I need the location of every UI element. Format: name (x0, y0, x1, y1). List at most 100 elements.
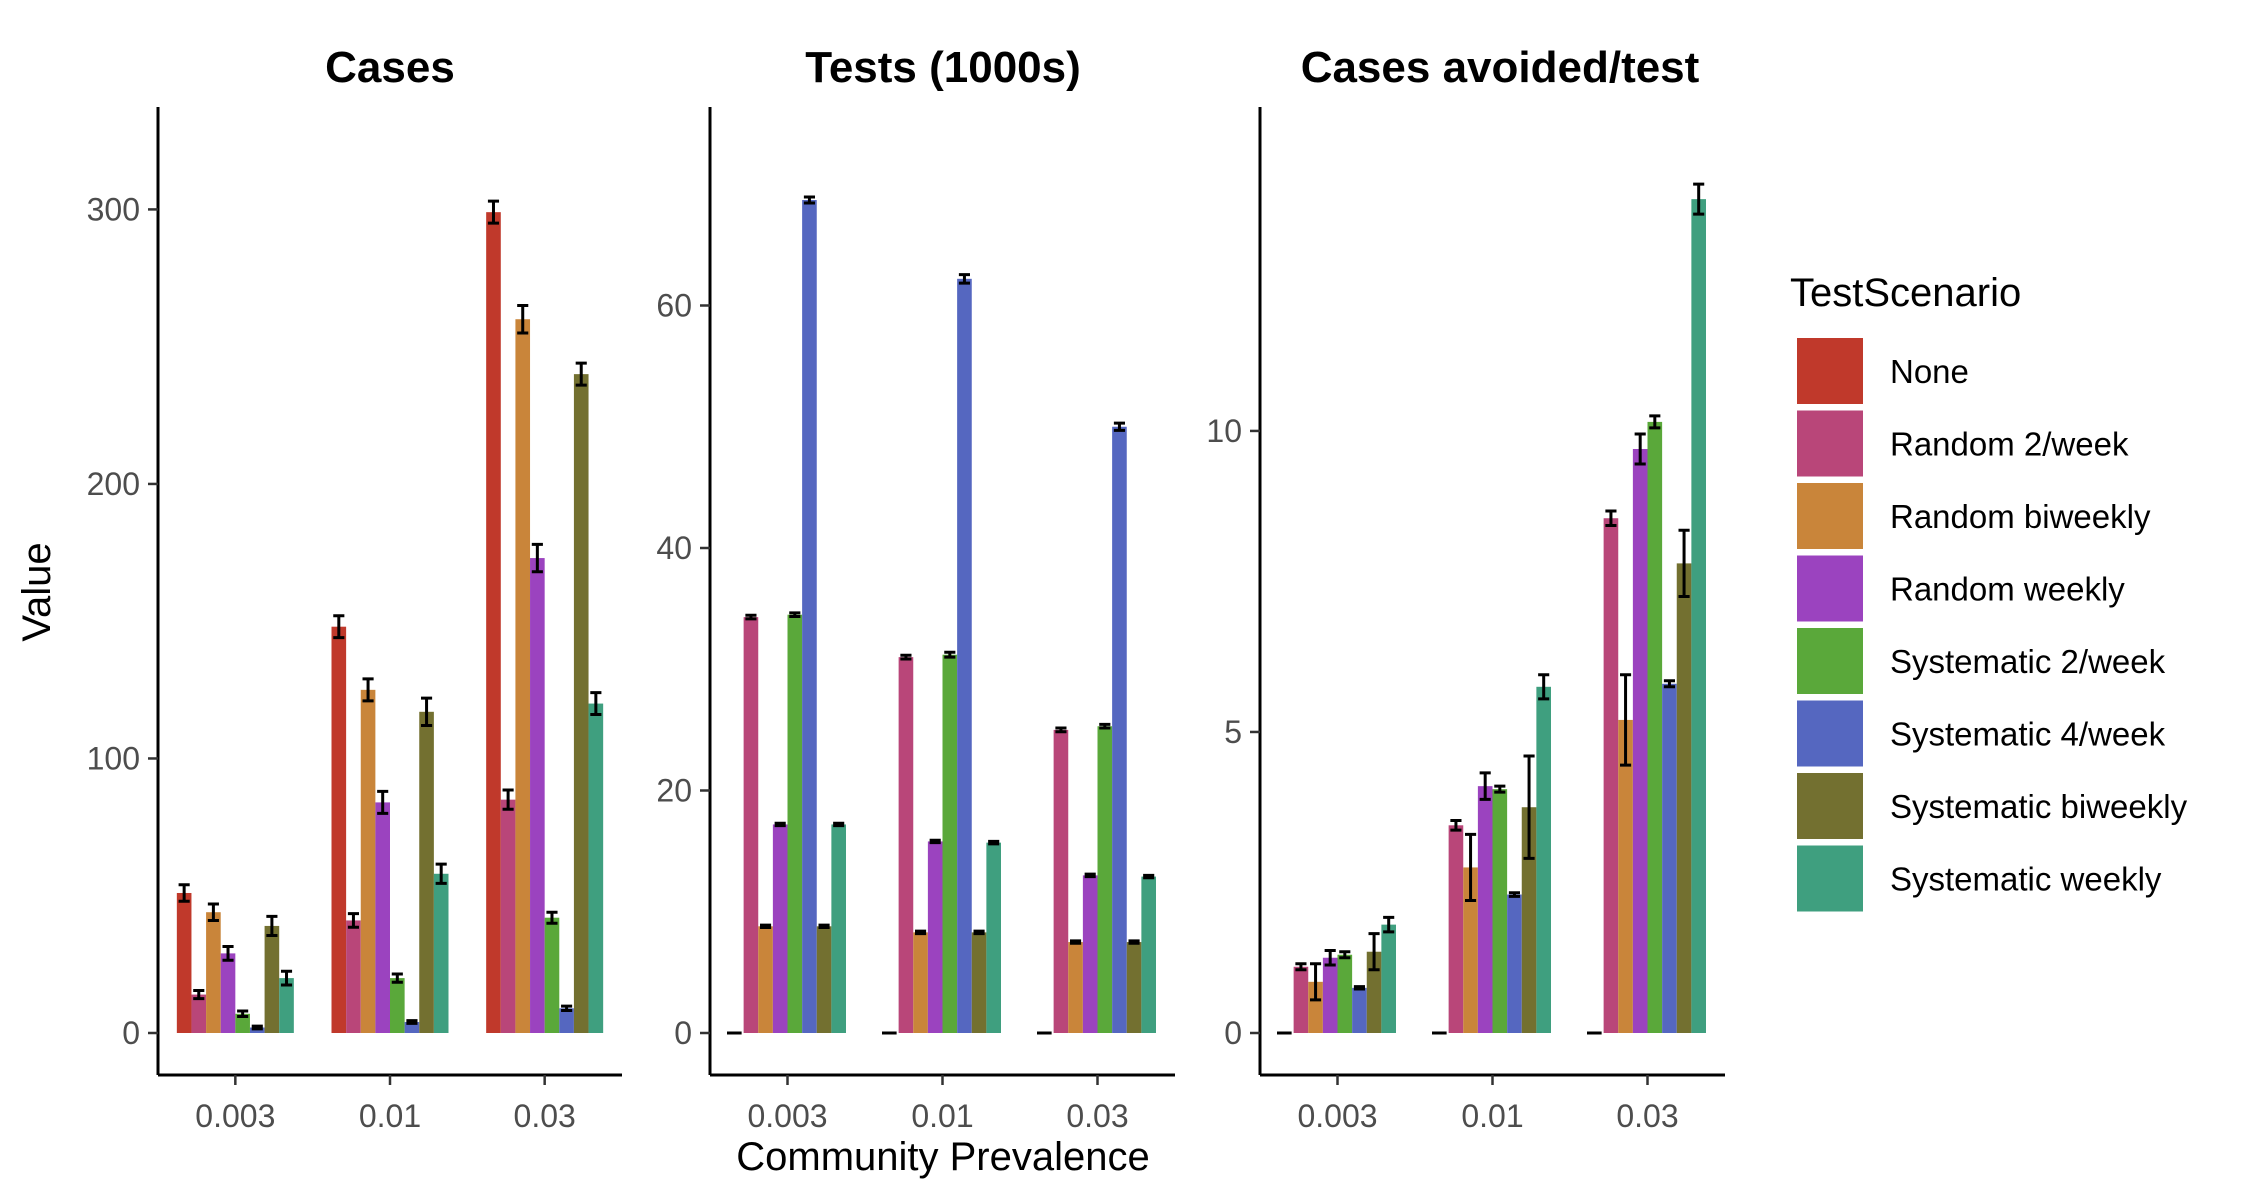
errorbar-tests-1000s-systematic-4-week-0-003 (803, 195, 815, 205)
legend-item-none: None (1797, 338, 1969, 404)
x-tick-label: 0.03 (1066, 1098, 1128, 1134)
legend-item-systematic-weekly: Systematic weekly (1797, 845, 2162, 912)
errorbar-tests-1000s-random-biweekly-0-003 (760, 923, 772, 930)
legend-swatch (1797, 628, 1863, 694)
legend-swatch (1797, 338, 1863, 404)
bar-tests-1000s-systematic-weekly-0-03 (1141, 876, 1156, 1033)
errorbar-tests-1000s-random-2-week-0-01 (900, 653, 912, 661)
errorbar-tests-1000s-random-2-week-0-003 (745, 613, 757, 621)
legend-label: None (1890, 353, 1969, 390)
errorbar-tests-1000s-random-weekly-0-01 (929, 838, 941, 845)
errorbar-tests-1000s-systematic-biweekly-0-01 (973, 929, 985, 936)
bar-cases-random-2-week-0-003 (191, 994, 207, 1033)
legend-label: Random biweekly (1890, 498, 2151, 535)
bar-tests-1000s-systematic-biweekly-0-003 (816, 926, 832, 1033)
errorbar-cases-systematic-4-week-0-003 (251, 1024, 263, 1031)
y-tick-label: 20 (656, 773, 692, 809)
bar-cases-avoided-test-random-biweekly-0-03 (1618, 719, 1633, 1033)
bar-cases-systematic-biweekly-0-03 (573, 374, 589, 1033)
errorbar-cases-none-0-003 (178, 883, 190, 903)
bar-cases-avoided-test-random-weekly-0-003 (1322, 957, 1338, 1033)
legend-items: None Random 2/week Random biweekly Random w… (1797, 338, 2188, 912)
bar-cases-systematic-weekly-0-03 (588, 703, 604, 1033)
errorbar-cases-avoided-test-random-2-week-0-01 (1450, 818, 1462, 832)
legend-label: Systematic 4/week (1890, 716, 2166, 753)
bar-cases-avoided-test-systematic-biweekly-0-03 (1676, 563, 1692, 1033)
legend-label: Random weekly (1890, 571, 2125, 608)
errorbar-cases-avoided-test-systematic-biweekly-0-01 (1523, 754, 1535, 860)
bar-cases-avoided-test-random-2-week-0-01 (1448, 825, 1464, 1033)
bar-cases-systematic-2-week-0-01 (390, 978, 405, 1033)
errorbar-cases-random-2-week-0-003 (193, 988, 205, 1001)
errorbar-cases-systematic-4-week-0-01 (406, 1019, 418, 1025)
panel-cases-avoided-test: Cases avoided/test 0 5 10 0.003 0.01 0.03 (1206, 43, 1725, 1134)
bar-cases-systematic-2-week-0-03 (544, 917, 560, 1033)
errorbar-cases-systematic-biweekly-0-003 (266, 914, 278, 938)
errorbar-tests-1000s-random-weekly-0-003 (774, 821, 786, 828)
bar-cases-avoided-test-random-weekly-0-03 (1632, 448, 1648, 1033)
errorbar-cases-avoided-test-systematic-4-week-0-003 (1353, 985, 1365, 991)
errorbar-cases-avoided-test-systematic-weekly-0-01 (1538, 673, 1550, 701)
errorbar-cases-avoided-test-random-weekly-0-03 (1634, 432, 1646, 466)
errorbar-tests-1000s-systematic-2-week-0-003 (789, 611, 801, 619)
bar-cases-avoided-test-systematic-4-week-0-003 (1352, 987, 1367, 1033)
legend-item-systematic-biweekly: Systematic biweekly (1797, 773, 2188, 839)
y-tick-label: 0 (674, 1015, 692, 1051)
errorbar-tests-1000s-systematic-biweekly-0-03 (1128, 939, 1140, 945)
bar-cases-systematic-4-week-0-03 (559, 1008, 574, 1033)
errorbar-cases-random-weekly-0-003 (222, 945, 234, 962)
errorbar-cases-random-weekly-0-01 (377, 789, 389, 815)
errorbar-cases-avoided-test-random-biweekly-0-003 (1310, 962, 1322, 1002)
bar-cases-avoided-test-random-2-week-0-03 (1603, 518, 1619, 1033)
errorbar-cases-random-2-week-0-01 (347, 912, 359, 929)
bar-cases-systematic-biweekly-0-01 (419, 711, 434, 1033)
errorbar-cases-avoided-test-systematic-2-week-0-01 (1494, 784, 1506, 794)
legend-item-random-weekly: Random weekly (1797, 555, 2125, 622)
bar-tests-1000s-systematic-weekly-0-003 (831, 824, 846, 1033)
x-tick-label: 0.01 (911, 1098, 973, 1134)
bar-tests-1000s-random-biweekly-0-003 (758, 926, 773, 1033)
errorbar-tests-1000s-systematic-2-week-0-01 (944, 650, 956, 659)
errorbar-cases-avoided-test-systematic-biweekly-0-003 (1368, 932, 1380, 972)
errorbar-cases-avoided-test-systematic-4-week-0-03 (1663, 679, 1675, 689)
bar-cases-avoided-test-random-weekly-0-01 (1477, 786, 1493, 1033)
legend-title: TestScenario (1790, 271, 2021, 315)
y-tick-label: 100 (87, 740, 140, 776)
bar-tests-1000s-systematic-2-week-0-03 (1097, 726, 1113, 1033)
y-tick-label: 0 (122, 1015, 140, 1051)
bar-tests-1000s-random-weekly-0-03 (1082, 875, 1098, 1033)
errorbar-cases-random-biweekly-0-003 (207, 902, 219, 922)
errorbar-cases-none-0-01 (333, 614, 345, 640)
bar-cases-random-weekly-0-01 (375, 802, 390, 1033)
errorbar-cases-systematic-2-week-0-01 (391, 972, 403, 984)
bar-cases-systematic-2-week-0-003 (235, 1013, 250, 1033)
bar-cases-avoided-test-systematic-weekly-0-01 (1536, 686, 1551, 1033)
errorbar-tests-1000s-random-biweekly-0-01 (915, 929, 927, 936)
bar-tests-1000s-random-biweekly-0-01 (913, 932, 928, 1033)
bar-tests-1000s-random-weekly-0-003 (772, 824, 788, 1033)
x-tick-label: 0.03 (514, 1098, 576, 1134)
errorbar-cases-avoided-test-systematic-weekly-0-03 (1693, 182, 1705, 216)
bar-cases-none-0-01 (331, 626, 347, 1033)
errorbar-cases-systematic-biweekly-0-03 (575, 361, 587, 387)
bar-cases-avoided-test-systematic-biweekly-0-01 (1521, 807, 1537, 1033)
errorbar-cases-avoided-test-random-biweekly-0-01 (1465, 832, 1477, 903)
errorbar-cases-systematic-weekly-0-03 (590, 691, 602, 717)
bar-cases-random-2-week-0-01 (346, 920, 361, 1033)
bar-tests-1000s-systematic-biweekly-0-03 (1126, 942, 1142, 1033)
y-tick-label: 200 (87, 466, 140, 502)
bar-tests-1000s-systematic-2-week-0-01 (942, 654, 958, 1033)
errorbar-cases-random-biweekly-0-01 (362, 677, 374, 703)
bar-cases-random-biweekly-0-01 (360, 689, 376, 1033)
y-tick-label: 10 (1206, 413, 1242, 449)
errorbar-cases-avoided-test-random-biweekly-0-03 (1620, 673, 1632, 767)
errorbar-cases-avoided-test-random-weekly-0-01 (1479, 771, 1491, 801)
errorbar-tests-1000s-random-biweekly-0-03 (1070, 939, 1082, 945)
bar-tests-1000s-systematic-4-week-0-03 (1112, 426, 1127, 1033)
bar-cases-avoided-test-systematic-4-week-0-03 (1662, 683, 1677, 1033)
x-tick-label: 0.03 (1616, 1098, 1678, 1134)
errorbar-cases-random-weekly-0-03 (531, 542, 543, 574)
bar-cases-avoided-test-systematic-weekly-0-003 (1381, 924, 1396, 1033)
